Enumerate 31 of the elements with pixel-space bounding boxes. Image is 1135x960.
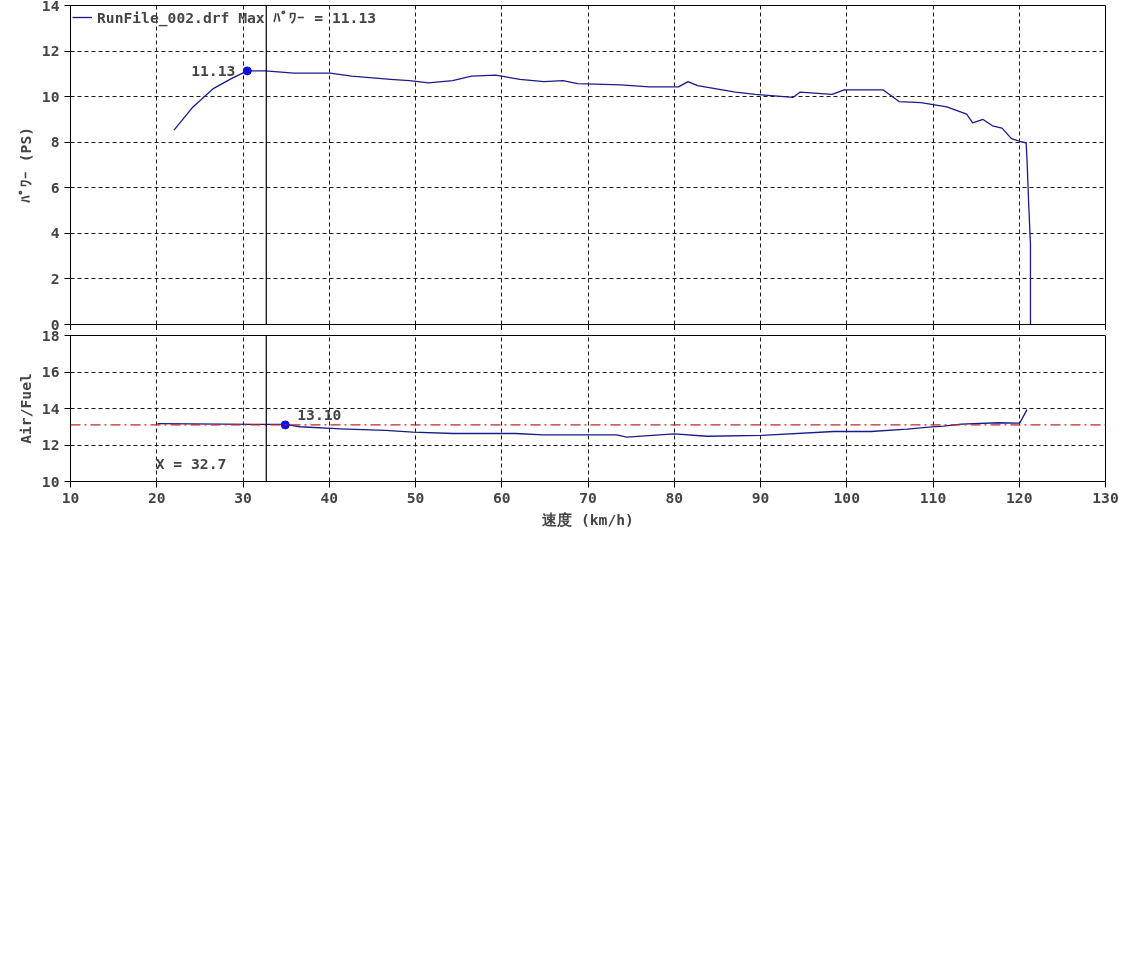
y-tick-label: 14 (41, 399, 60, 417)
x-tick-label: 100 (833, 488, 860, 506)
ref-line-label: X = 32.7 (155, 454, 227, 472)
x-tick-label: 110 (919, 488, 947, 506)
y-tick-label: 10 (41, 472, 60, 490)
x-tick-label: 40 (320, 488, 339, 506)
x-axis-title: 速度 (km/h) (542, 510, 634, 528)
y-tick-label: 16 (41, 363, 60, 380)
y-tick-label: 12 (41, 436, 60, 453)
x-tick-label: 60 (492, 488, 511, 506)
x-tick-label: 130 (1092, 488, 1119, 506)
y-tick-label: 14 (41, 0, 60, 14)
x-tick-label: 120 (1006, 488, 1033, 506)
x-tick-label: 30 (234, 488, 252, 506)
y-tick-label: 10 (41, 87, 60, 105)
x-tick-label: 80 (665, 488, 684, 506)
y-axis-title: Air/Fuel (16, 373, 34, 444)
x-tick-label: 10 (61, 488, 80, 506)
annotation: 13.10 (297, 405, 342, 423)
y-tick-label: 4 (50, 224, 60, 242)
annotation: 11.13 (191, 61, 236, 79)
y-tick-label: 8 (50, 133, 60, 151)
y-tick-label: 2 (50, 269, 60, 287)
y-tick-label: 6 (50, 178, 60, 196)
y-axis-title: ﾊﾟﾜｰ (PS) (16, 126, 34, 204)
x-tick-label: 90 (751, 488, 770, 506)
x-tick-label: 70 (579, 488, 597, 506)
x-tick-label: 50 (406, 488, 425, 506)
legend-label: RunFile_002.drf Max ﾊﾟﾜｰ = 11.13 (97, 8, 377, 26)
y-tick-label: 12 (41, 42, 60, 60)
x-tick-label: 20 (147, 488, 166, 506)
